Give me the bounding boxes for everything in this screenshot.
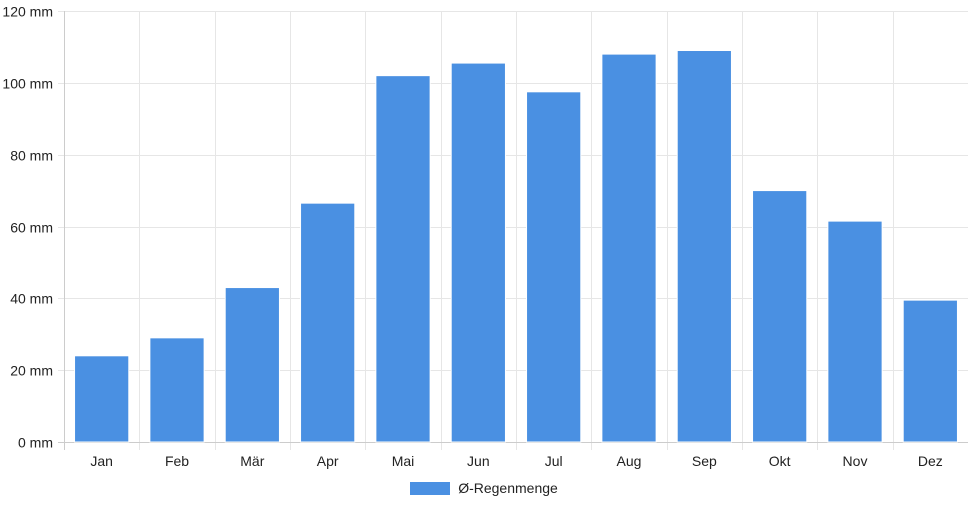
bar-okt[interactable] bbox=[752, 190, 808, 443]
bar-apr[interactable] bbox=[300, 202, 356, 443]
x-tick-label: Nov bbox=[843, 453, 868, 469]
y-tick-label: 20 mm bbox=[10, 363, 53, 379]
bar-aug[interactable] bbox=[601, 53, 657, 443]
bar-feb[interactable] bbox=[149, 337, 205, 443]
chart-legend[interactable]: Ø-Regenmenge bbox=[0, 480, 968, 496]
bar-jun[interactable] bbox=[450, 62, 506, 443]
x-tick-label: Jul bbox=[545, 453, 563, 469]
x-tick-label: Jun bbox=[467, 453, 490, 469]
bar-mär[interactable] bbox=[224, 287, 280, 443]
y-tick-label: 120 mm bbox=[2, 4, 53, 20]
legend-label: Ø-Regenmenge bbox=[458, 480, 558, 496]
bar-mai[interactable] bbox=[375, 75, 431, 443]
chart-canvas: 0 mm 20 mm 40 mm 60 mm 80 mm 100 mm 120 mm Jan F… bbox=[2, 4, 968, 469]
y-tick-label: 80 mm bbox=[10, 148, 53, 164]
y-tick-label: 40 mm bbox=[10, 291, 53, 307]
x-tick-label: Mai bbox=[392, 453, 415, 469]
x-tick-label: Apr bbox=[317, 453, 339, 469]
bar-dez[interactable] bbox=[902, 299, 958, 443]
legend-swatch bbox=[410, 481, 451, 495]
bar-jan[interactable] bbox=[74, 355, 130, 443]
x-tick-label: Sep bbox=[692, 453, 717, 469]
x-tick-label: Feb bbox=[165, 453, 189, 469]
bar-jul[interactable] bbox=[526, 91, 582, 443]
y-tick-label: 100 mm bbox=[2, 76, 53, 92]
x-tick-label: Jan bbox=[90, 453, 113, 469]
x-tick-label: Okt bbox=[769, 453, 791, 469]
x-tick-label: Mär bbox=[240, 453, 264, 469]
x-tick-label: Aug bbox=[617, 453, 642, 469]
x-tick-label: Dez bbox=[918, 453, 943, 469]
y-tick-label: 0 mm bbox=[18, 435, 53, 451]
bar-nov[interactable] bbox=[827, 220, 883, 443]
bar-sep[interactable] bbox=[676, 50, 732, 443]
y-tick-label: 60 mm bbox=[10, 220, 53, 236]
